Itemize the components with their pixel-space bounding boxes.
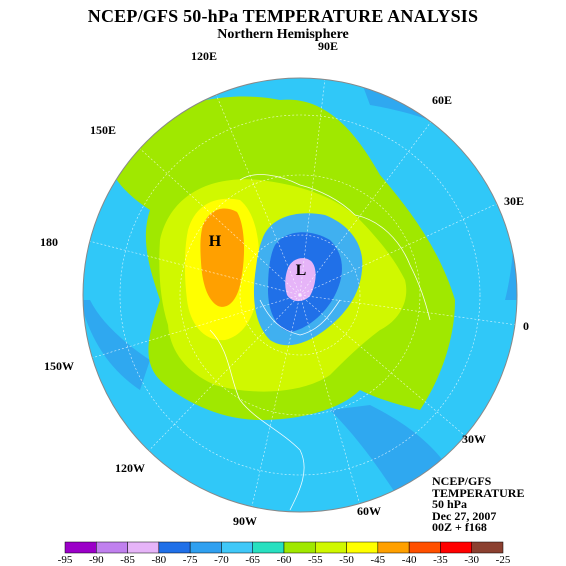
colorbar-swatch <box>377 541 410 554</box>
colorbar-swatch <box>346 541 379 554</box>
colorbar-tick-label: -80 <box>152 554 167 566</box>
colorbar-tick-label: -65 <box>245 554 260 566</box>
longitude-label-30w: 30W <box>462 432 486 446</box>
high-pressure-center-label: H <box>209 233 222 250</box>
colorbar-tick-label: -75 <box>183 554 198 566</box>
info-variable: TEMPERATURE <box>432 485 525 500</box>
longitude-label-150w: 150W <box>44 359 74 373</box>
colorbar-tick-label: -90 <box>89 554 104 566</box>
longitude-label-150e: 150E <box>90 123 116 137</box>
colorbar-tick-label: -50 <box>339 554 354 566</box>
info-level: 50 hPa <box>432 497 468 511</box>
info-run: 00Z + f168 <box>432 520 487 534</box>
longitude-label-180: 180 <box>40 235 58 249</box>
colorbar-swatch <box>471 541 504 554</box>
colorbar-tick-label: -30 <box>464 554 479 566</box>
colorbar-tick-label: -25 <box>496 554 511 566</box>
warm-core-orange <box>200 208 245 307</box>
colorbar-tick-label: -35 <box>433 554 448 566</box>
colorbar-tick-label: -95 <box>58 554 73 566</box>
outer-cold-patch-west <box>83 300 150 390</box>
colorbar-swatch <box>127 541 160 554</box>
map-subtitle: Northern Hemisphere <box>217 27 349 42</box>
longitude-label-0: 0 <box>523 319 529 333</box>
colorbar-swatch <box>408 541 441 554</box>
colorbar-tick-label: -55 <box>308 554 323 566</box>
map-boundary <box>82 77 518 513</box>
colorbar-tick-label: -85 <box>120 554 135 566</box>
longitude-label-30e: 30E <box>504 194 524 208</box>
colorbar-swatch <box>283 541 316 554</box>
colorbar-swatch <box>440 541 472 554</box>
low-pressure-center-label: L <box>296 262 307 279</box>
colorbar-tick-label: -60 <box>277 554 292 566</box>
map-title: NCEP/GFS 50-hPa TEMPERATURE ANALYSIS <box>87 6 479 26</box>
colorbar-swatch <box>189 541 222 554</box>
longitude-label-120e: 120E <box>191 49 217 63</box>
colorbar-swatch <box>158 541 191 554</box>
colorbar-tick-label: -45 <box>371 554 386 566</box>
colorbar-tick-label: -40 <box>402 554 417 566</box>
longitude-label-90e: 90E <box>318 39 338 53</box>
polar-vortex-minimum <box>285 258 316 302</box>
colorbar-tick-label: -70 <box>214 554 229 566</box>
latitude-longitude-grid <box>84 78 517 512</box>
colorbar-swatch <box>252 541 285 554</box>
colorbar-swatch <box>96 541 128 554</box>
info-date: Dec 27, 2007 <box>432 508 497 523</box>
longitude-label-90w: 90W <box>233 514 257 528</box>
colorbar-swatch <box>64 541 97 554</box>
longitude-label-60w: 60W <box>357 504 381 518</box>
longitude-label-120w: 120W <box>115 461 145 475</box>
info-model: NCEP/GFS <box>432 474 492 488</box>
colorbar-swatch <box>221 541 253 554</box>
temperature-colorbar: -95 -90 -85 -80 -75 -70 -65 -60 -55 -50 -45 -40 -35 -… <box>58 541 511 566</box>
map-info-block: NCEP/GFS TEMPERATURE 50 hPa Dec 27, 2007… <box>432 474 525 534</box>
continent-outlines <box>209 174 431 511</box>
colorbar-swatch <box>315 541 347 554</box>
longitude-label-60e: 60E <box>432 93 452 107</box>
